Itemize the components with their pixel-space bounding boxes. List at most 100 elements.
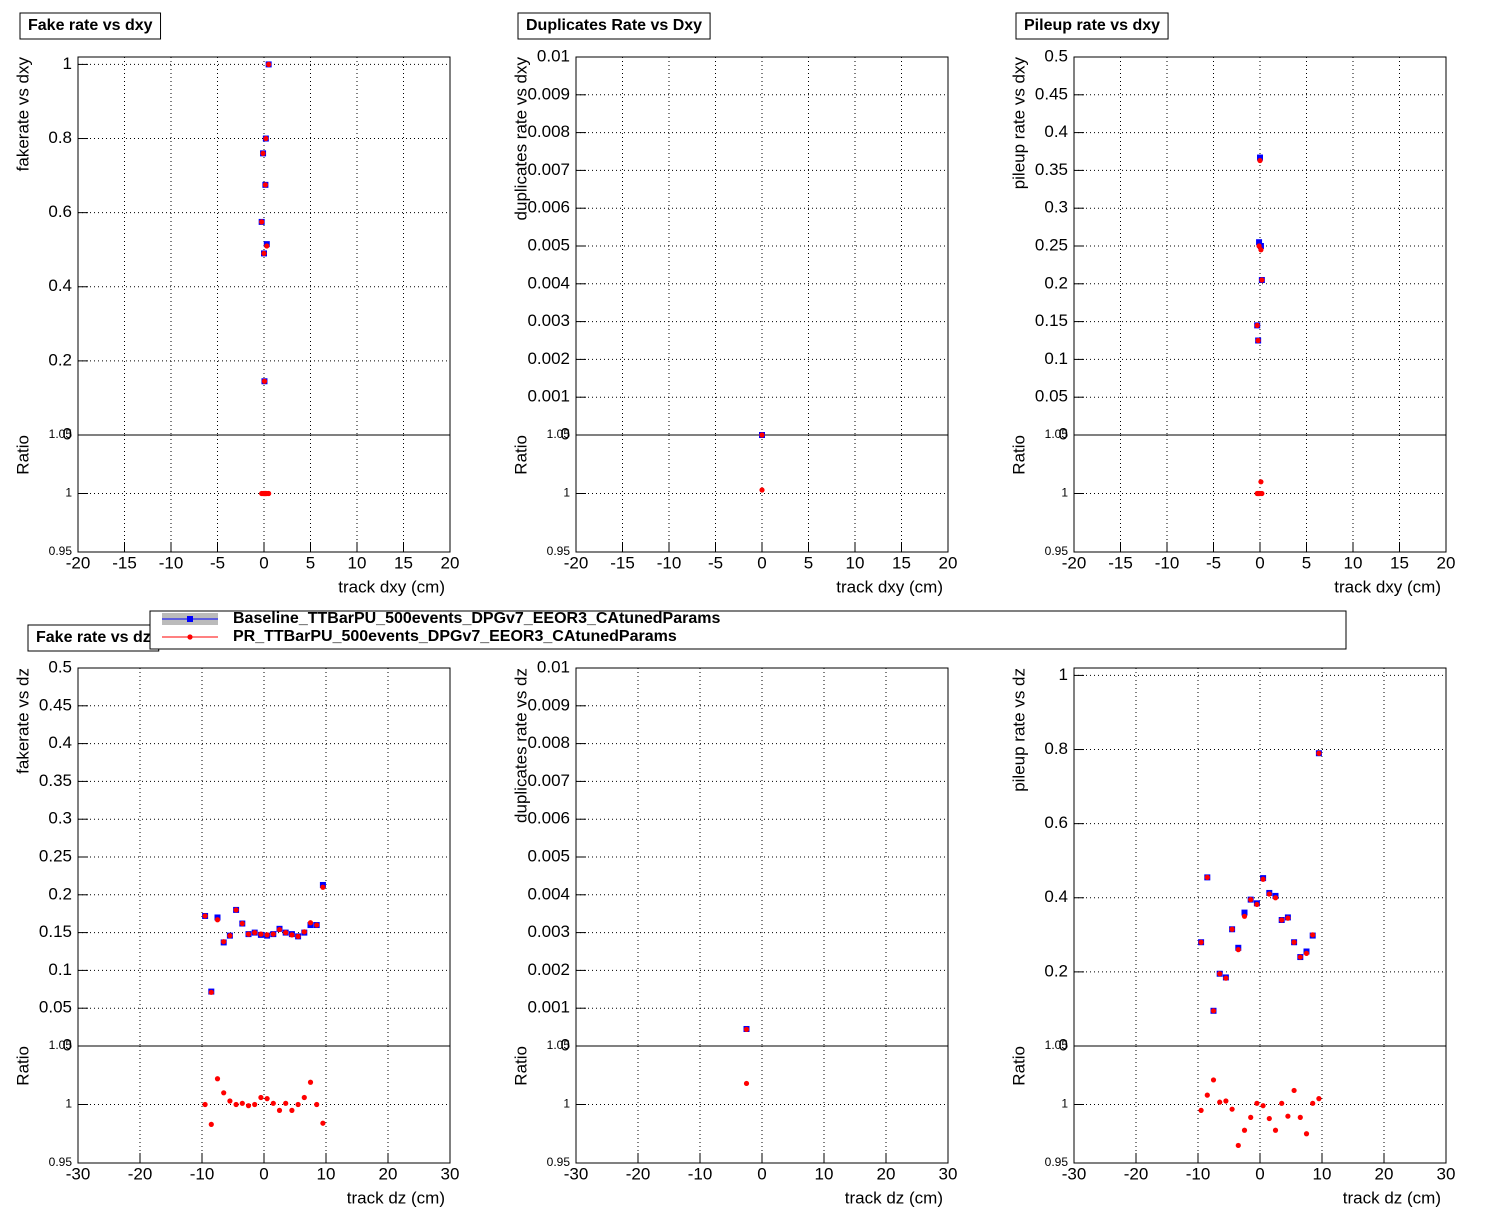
y-tick-label: 0: [1059, 1035, 1068, 1054]
ratio-point: [283, 1100, 289, 1106]
x-tick-label: -20: [1124, 1164, 1149, 1183]
y-axis-label: pileup rate vs dz: [1009, 668, 1028, 792]
y-tick-label: 1: [1059, 665, 1068, 684]
x-tick-label: -10: [159, 553, 184, 572]
y-tick-label: 0.007: [527, 771, 570, 790]
y-axis-label: duplicates rate vs dxy: [511, 57, 530, 221]
y-tick-label: 0.5: [48, 657, 72, 676]
point: [259, 219, 265, 225]
x-tick-label: 0: [259, 1164, 268, 1183]
ratio-point: [245, 1103, 252, 1109]
point: [314, 922, 320, 928]
y-tick-label: 0.8: [1044, 739, 1068, 758]
ratio-point: [320, 1120, 326, 1126]
ratio-point: [266, 490, 272, 497]
y-axis-label: fakerate vs dz: [13, 668, 32, 774]
point: [1257, 157, 1263, 164]
x-tick-label: 20: [1437, 553, 1456, 572]
ratio-point: [307, 1079, 314, 1085]
ratio-point: [1254, 1100, 1260, 1106]
y-tick-label: 0.6: [48, 202, 72, 221]
ratio-point: [1258, 479, 1264, 485]
y-tick-label: 0.002: [527, 960, 570, 979]
y-tick-label: 0.6: [1044, 813, 1068, 832]
ratio-axis-label: Ratio: [1009, 435, 1028, 475]
point: [1256, 239, 1263, 246]
title-box: [1015, 12, 1169, 40]
x-tick-label: 10: [846, 553, 865, 572]
y-tick-label: 0.2: [1044, 273, 1068, 292]
ratio-tick-label: 1.05: [1045, 427, 1069, 441]
ratio-point: [214, 1076, 221, 1082]
point: [295, 933, 301, 939]
ratio-point: [1259, 490, 1265, 497]
y-axis-label: fakerate vs dxy: [13, 57, 32, 172]
point: [1204, 874, 1210, 880]
legend-label: PR_TTBarPU_500events_DPGv7_EEOR3_CAtuned…: [233, 628, 677, 645]
point: [1229, 926, 1235, 932]
y-tick-label: 0.5: [1044, 46, 1068, 65]
y-tick-label: 0.1: [1044, 349, 1068, 368]
ratio-tick-label: 1: [1061, 1097, 1068, 1111]
ratio-point: [1204, 1092, 1210, 1098]
y-tick-label: 0.01: [537, 46, 570, 65]
x-tick-label: -10: [688, 1164, 713, 1183]
point: [1291, 939, 1297, 945]
ratio-point: [1217, 1099, 1223, 1105]
x-tick-label: 0: [757, 553, 766, 572]
ratio-point: [743, 1080, 750, 1087]
ratio-point: [239, 1100, 245, 1106]
y-tick-label: 0.01: [537, 657, 570, 676]
ratio-point: [1223, 1098, 1229, 1104]
y-tick-label: 0.005: [527, 235, 570, 254]
y-tick-label: 0.25: [1035, 235, 1068, 254]
point: [221, 939, 227, 945]
point: [1254, 901, 1260, 908]
legend-marker: [187, 616, 193, 622]
y-tick-label: 0.45: [39, 695, 72, 714]
chart-title: Duplicates Rate vs Dxy: [526, 17, 702, 34]
ratio-point: [1279, 1100, 1285, 1106]
x-axis-label: track dz (cm): [1343, 1188, 1441, 1207]
x-tick-label: -20: [626, 1164, 651, 1183]
point: [1272, 895, 1279, 901]
ratio-point: [1260, 1103, 1266, 1109]
point: [1235, 947, 1241, 953]
y-tick-label: 0.004: [527, 273, 570, 292]
point: [1266, 891, 1272, 897]
x-tick-label: 0: [259, 553, 268, 572]
x-tick-label: -10: [1155, 553, 1180, 572]
ratio-point: [759, 487, 765, 493]
point: [1285, 915, 1291, 921]
ratio-point: [208, 1121, 214, 1127]
x-tick-label: 20: [441, 553, 460, 572]
ratio-frame: [1073, 434, 1447, 553]
y-tick-label: 0.007: [527, 160, 570, 179]
ratio-tick-label: 1: [563, 486, 570, 500]
x-tick-label: 30: [939, 1164, 958, 1183]
y-tick-label: 0.4: [1044, 122, 1068, 141]
x-tick-label: 15: [1390, 553, 1409, 572]
point: [270, 931, 276, 937]
x-tick-label: -30: [66, 1164, 91, 1183]
point: [1223, 975, 1229, 981]
title-box: [517, 12, 711, 40]
ratio-frame: [575, 1045, 949, 1164]
point: [202, 913, 208, 919]
point: [1258, 247, 1264, 253]
ratio-point: [227, 1098, 233, 1104]
ratio-point: [258, 1094, 264, 1101]
y-tick-label: 0.008: [527, 122, 570, 141]
ratio-point: [221, 1090, 227, 1096]
point: [301, 929, 307, 935]
y-tick-label: 0: [1059, 424, 1068, 443]
y-tick-label: 0.8: [48, 128, 72, 147]
point: [266, 61, 272, 68]
y-tick-label: 0.2: [1044, 961, 1068, 980]
x-tick-label: -30: [1062, 1164, 1087, 1183]
point: [283, 930, 289, 936]
y-tick-label: 0.35: [1035, 160, 1068, 179]
x-tick-label: 5: [1302, 553, 1311, 572]
ratio-tick-label: 1: [563, 1097, 570, 1111]
y-tick-label: 1: [63, 54, 72, 73]
